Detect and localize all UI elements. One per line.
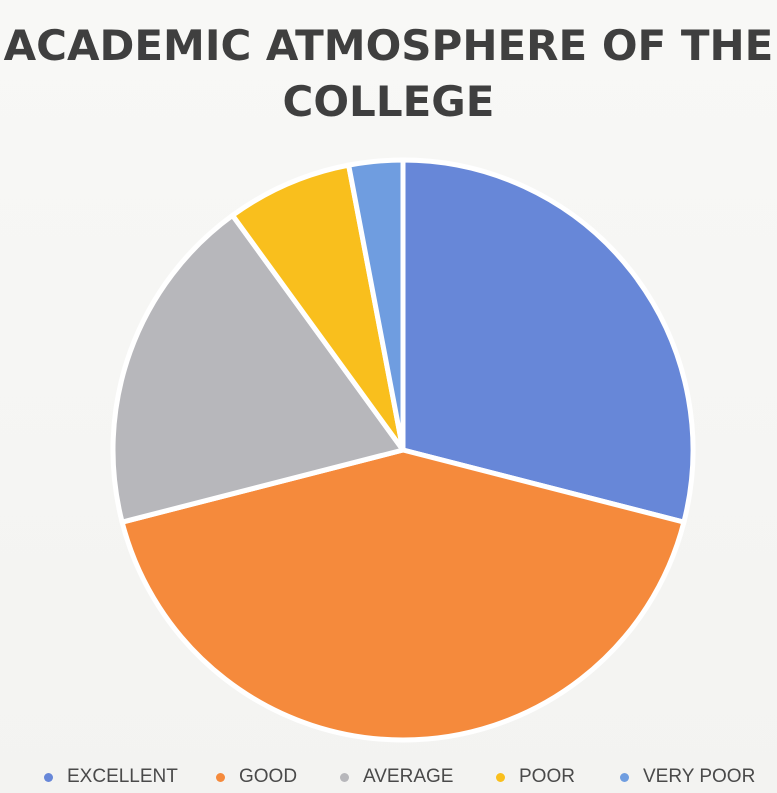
legend-swatch-icon xyxy=(340,772,349,782)
legend-swatch-icon xyxy=(216,772,225,782)
pie-slices xyxy=(110,157,696,743)
chart-title: ACADEMIC ATMOSPHERE OF THE COLLEGE xyxy=(3,21,774,126)
chart-legend: EXCELLENT GOOD AVERAGE POOR VERY POOR xyxy=(0,762,777,792)
legend-swatch-icon xyxy=(496,772,505,782)
legend-item-good: GOOD xyxy=(216,762,297,792)
legend-item-excellent: EXCELLENT xyxy=(44,762,178,792)
legend-swatch-icon xyxy=(44,772,53,782)
legend-label: EXCELLENT xyxy=(67,766,178,787)
legend-item-poor: POOR xyxy=(496,762,575,792)
legend-label: GOOD xyxy=(239,766,298,787)
pie-slice-average xyxy=(110,211,408,526)
legend-label: VERY POOR xyxy=(643,766,756,787)
legend-label: POOR xyxy=(519,766,575,787)
legend-label: AVERAGE xyxy=(363,766,454,787)
legend-item-average: AVERAGE xyxy=(340,762,453,792)
pie-slice-excellent xyxy=(400,157,696,526)
legend-swatch-icon xyxy=(620,772,629,782)
pie-slice-good xyxy=(119,447,687,743)
pie-slice-very-poor xyxy=(345,157,406,451)
legend-item-very-poor: VERY POOR xyxy=(620,762,755,792)
